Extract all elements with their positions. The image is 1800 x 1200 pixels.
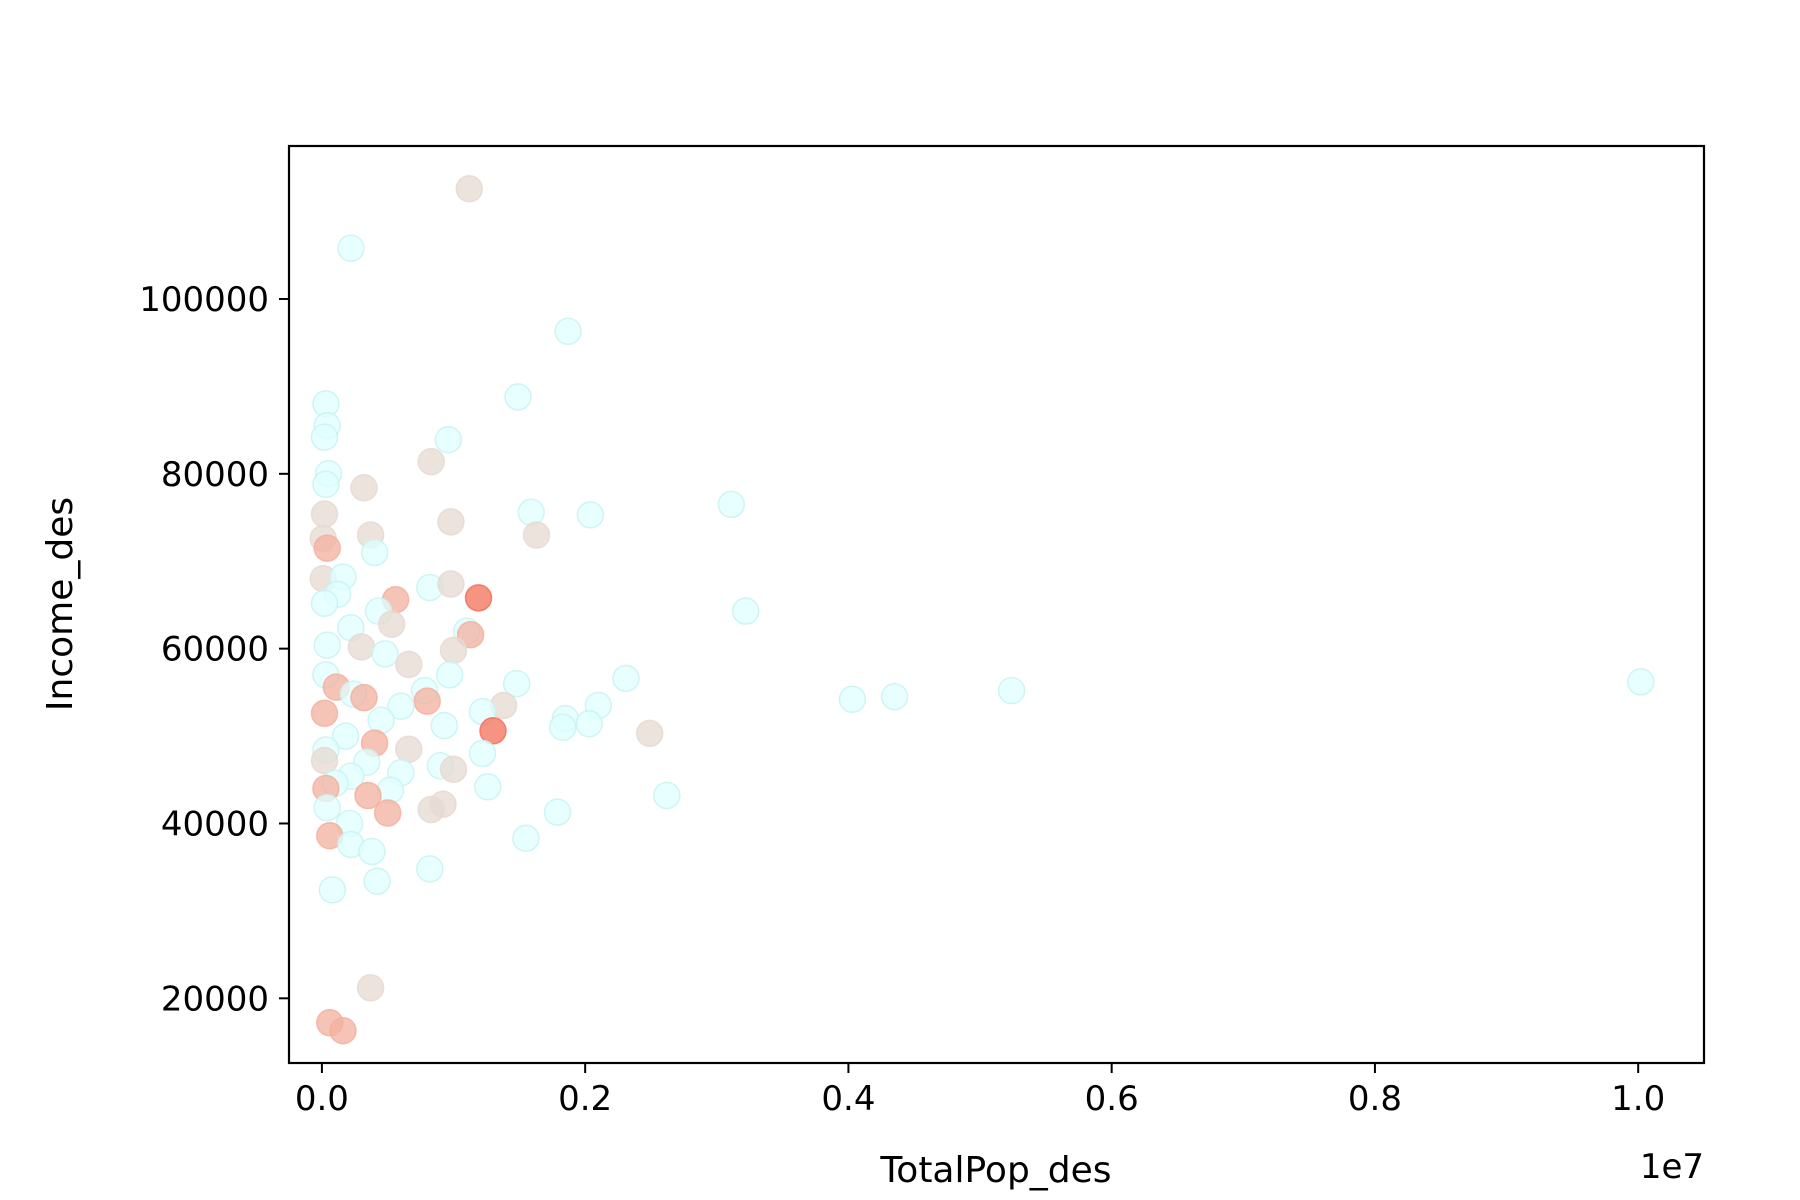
data-point: [416, 855, 444, 883]
data-point: [517, 498, 545, 527]
data-point: [880, 682, 909, 711]
y-tick-label: 80000: [161, 455, 269, 495]
data-point: [312, 470, 340, 499]
data-point: [437, 570, 465, 598]
data-point: [358, 837, 386, 866]
data-point: [377, 610, 406, 638]
x-axis: 0.0 0.2 0.4 0.6 0.8 1.0: [295, 1063, 1665, 1119]
data-point: [575, 710, 603, 738]
data-point: [310, 699, 339, 728]
data-point: [313, 631, 341, 659]
data-point: [373, 799, 402, 827]
x-tick-label: 0.6: [1085, 1079, 1139, 1119]
y-axis: 20000 40000 60000 80000 100000: [139, 280, 289, 1019]
data-point: [356, 974, 385, 1002]
data-point: [350, 683, 378, 712]
data-point: [417, 795, 445, 824]
data-point: [549, 713, 577, 742]
data-point: [468, 739, 497, 768]
data-point: [387, 692, 415, 721]
data-point: [430, 711, 459, 740]
data-point: [413, 687, 441, 715]
data-point: [717, 490, 746, 519]
data-point: [310, 589, 339, 617]
data-point: [502, 669, 531, 698]
data-point: [635, 719, 664, 748]
data-point: [360, 538, 389, 567]
data-point: [376, 776, 405, 805]
data-point: [456, 620, 485, 649]
data-point: [329, 1016, 357, 1045]
points-layer: [309, 175, 1655, 1045]
data-point: [331, 722, 360, 750]
data-point: [313, 534, 341, 562]
data-point: [543, 798, 572, 826]
data-point: [350, 474, 378, 502]
y-tick-label: 40000: [161, 804, 269, 844]
data-point: [1627, 668, 1655, 696]
data-point: [318, 876, 347, 904]
data-point: [310, 746, 339, 775]
data-point: [455, 175, 484, 203]
x-tick-label: 0.2: [558, 1079, 612, 1119]
data-point: [354, 781, 382, 810]
data-point: [653, 781, 681, 810]
y-tick-label: 60000: [161, 630, 269, 670]
data-point: [435, 661, 464, 689]
data-point: [554, 317, 582, 346]
data-point: [367, 706, 395, 735]
data-point: [313, 793, 341, 822]
data-point: [439, 755, 468, 784]
data-point: [395, 650, 423, 679]
x-axis-title: TotalPop_des: [879, 1150, 1111, 1191]
data-point: [337, 234, 365, 263]
data-point: [439, 636, 468, 665]
x-tick-label: 0.4: [821, 1079, 875, 1119]
data-point: [576, 501, 605, 529]
data-point: [997, 676, 1026, 705]
data-point: [731, 597, 760, 625]
data-point: [838, 685, 867, 714]
data-point: [474, 773, 502, 801]
data-point: [371, 640, 399, 668]
data-point: [512, 824, 540, 853]
data-point: [464, 584, 493, 612]
data-point: [504, 383, 532, 411]
x-tick-label: 0.8: [1348, 1079, 1402, 1119]
data-point: [437, 508, 465, 536]
data-point: [434, 425, 463, 454]
x-offset-label: 1e7: [1640, 1147, 1704, 1187]
y-tick-label: 20000: [161, 979, 269, 1019]
data-point: [417, 447, 445, 476]
y-axis-title: Income_des: [40, 497, 81, 711]
x-tick-label: 1.0: [1611, 1079, 1665, 1119]
data-point: [310, 423, 339, 451]
data-point: [522, 521, 551, 549]
data-point: [310, 500, 339, 528]
y-tick-label: 100000: [139, 280, 269, 320]
plot-frame: [287, 144, 1706, 1065]
data-point: [612, 664, 640, 693]
data-point: [395, 735, 423, 763]
x-tick-label: 0.0: [295, 1079, 349, 1119]
data-point: [479, 717, 507, 745]
data-point: [347, 633, 376, 661]
data-point: [363, 867, 391, 895]
